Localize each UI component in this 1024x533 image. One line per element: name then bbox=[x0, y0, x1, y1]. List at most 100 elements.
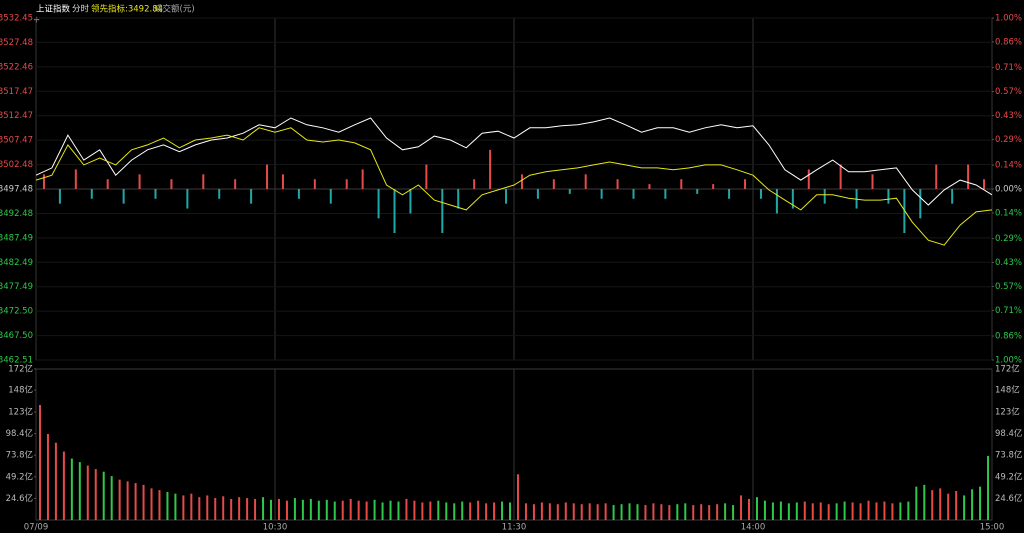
volume-bar bbox=[652, 503, 655, 520]
volume-bar bbox=[811, 503, 814, 520]
diff-bar bbox=[520, 174, 523, 189]
volume-bar bbox=[891, 503, 894, 520]
volume-bar bbox=[341, 500, 344, 520]
y-tick-label: 123亿 bbox=[8, 407, 33, 418]
volume-bar bbox=[644, 505, 647, 520]
y2-tick-label: 73.8亿 bbox=[995, 450, 1022, 461]
volume-bar bbox=[238, 497, 241, 520]
volume-bar bbox=[827, 504, 830, 520]
diff-bar bbox=[505, 189, 508, 204]
volume-bar bbox=[54, 442, 57, 520]
y2-tick-label: 0.14% bbox=[995, 208, 1022, 218]
diff-bar bbox=[377, 189, 380, 219]
diff-bar bbox=[218, 189, 221, 199]
volume-bar bbox=[700, 504, 703, 520]
volume-bar bbox=[732, 505, 735, 520]
diff-bar bbox=[202, 174, 205, 189]
diff-bar bbox=[680, 179, 683, 189]
price-line bbox=[35, 127, 993, 246]
volume-bar bbox=[564, 502, 567, 520]
diff-bar bbox=[919, 189, 922, 219]
y2-tick-label: 0.71% bbox=[995, 63, 1022, 73]
volume-bar bbox=[142, 484, 145, 520]
diff-bar bbox=[600, 189, 603, 199]
y-tick-label: 73.8亿 bbox=[6, 450, 33, 461]
diff-bar bbox=[983, 179, 986, 189]
y2-tick-label: 98.4亿 bbox=[995, 428, 1022, 439]
x-tick-label: 10:30 bbox=[263, 523, 288, 533]
y2-tick-label: 0.14% bbox=[995, 161, 1022, 171]
volume-bar bbox=[979, 486, 982, 520]
diff-bar bbox=[106, 179, 109, 189]
volume-bar bbox=[724, 503, 727, 520]
volume-bar bbox=[971, 489, 974, 520]
volume-bar bbox=[206, 495, 209, 520]
diff-bar bbox=[329, 189, 332, 204]
volume-bar bbox=[580, 504, 583, 520]
diff-bar bbox=[154, 189, 157, 199]
volume-bar bbox=[214, 498, 217, 520]
volume-bar bbox=[755, 497, 758, 520]
y2-tick-label: 172亿 bbox=[995, 364, 1020, 375]
diff-bar bbox=[74, 169, 77, 189]
volume-bar bbox=[78, 462, 81, 520]
volume-bar bbox=[94, 469, 97, 520]
volume-bar bbox=[668, 505, 671, 520]
volume-bar bbox=[748, 498, 751, 520]
x-tick-label: 07/09 bbox=[24, 523, 49, 533]
diff-bar bbox=[728, 189, 731, 199]
volume-bar bbox=[230, 498, 233, 520]
volume-bar bbox=[150, 488, 153, 520]
diff-bar bbox=[887, 189, 890, 204]
diff-bar bbox=[568, 189, 571, 194]
volume-bar bbox=[939, 488, 942, 520]
volume-bar bbox=[365, 501, 368, 520]
legend-indicator: 领先指标:3492.84 bbox=[91, 4, 163, 15]
y-tick-label: 3517.47 bbox=[0, 87, 33, 97]
volume-bar bbox=[429, 501, 432, 520]
volume-bar bbox=[572, 503, 575, 520]
diff-bar bbox=[489, 149, 492, 189]
y2-tick-label: 0.57% bbox=[995, 87, 1022, 97]
volume-bar bbox=[349, 498, 352, 520]
diff-bar bbox=[186, 189, 189, 209]
volume-bar bbox=[708, 505, 711, 520]
volume-bar bbox=[875, 502, 878, 520]
volume-bar bbox=[397, 501, 400, 520]
y2-tick-label: 49.2亿 bbox=[995, 471, 1022, 482]
y-tick-label: 3472.50 bbox=[0, 307, 33, 317]
y2-tick-label: 148亿 bbox=[995, 385, 1020, 396]
diff-bar bbox=[250, 189, 253, 204]
mode-label: 分时 bbox=[72, 4, 90, 15]
volume-bar bbox=[676, 504, 679, 520]
volume-bar bbox=[851, 502, 854, 520]
volume-bar bbox=[532, 504, 535, 520]
volume-bar bbox=[421, 502, 424, 520]
volume-bar bbox=[293, 498, 296, 520]
diff-bar bbox=[393, 189, 396, 234]
diff-bar bbox=[425, 164, 428, 189]
y-tick-label: 148亿 bbox=[8, 385, 33, 396]
diff-bar bbox=[234, 179, 237, 189]
diff-bar bbox=[297, 189, 300, 199]
diff-bar bbox=[170, 179, 173, 189]
volume-bar bbox=[795, 502, 798, 520]
volume-bar bbox=[771, 502, 774, 520]
volume-bar bbox=[166, 491, 169, 520]
volume-bar bbox=[819, 502, 822, 520]
volume-bar bbox=[915, 486, 918, 520]
diff-bar bbox=[457, 189, 460, 209]
y-tick-label: 3492.48 bbox=[0, 209, 33, 219]
diff-bar bbox=[138, 174, 141, 189]
diff-bar bbox=[584, 174, 587, 189]
diff-bar bbox=[409, 189, 412, 214]
y-tick-label: 172亿 bbox=[8, 364, 33, 375]
y2-tick-label: 0.00% bbox=[995, 185, 1022, 195]
x-tick-label: 14:00 bbox=[741, 523, 766, 533]
volume-bar bbox=[636, 504, 639, 520]
diff-bar bbox=[473, 179, 476, 189]
diff-bar bbox=[536, 189, 539, 199]
y2-tick-label: 0.43% bbox=[995, 111, 1022, 121]
chart-title: 上证指数 bbox=[36, 4, 71, 15]
diff-bar bbox=[823, 189, 826, 204]
